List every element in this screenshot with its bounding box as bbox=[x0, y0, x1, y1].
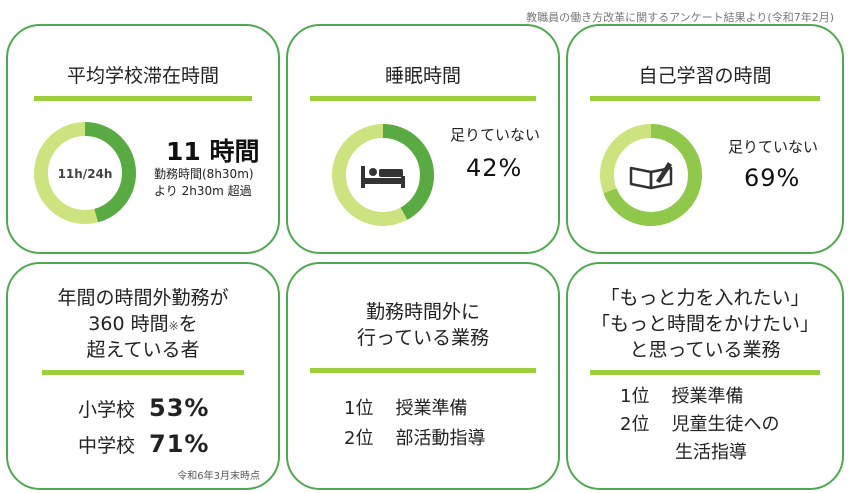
card-title-line2: 「もっと時間をかけたい」 bbox=[590, 313, 819, 335]
elementary-label: 小学校 bbox=[78, 399, 136, 421]
card-sleep-time: 睡眠時間 足りていない 42% bbox=[286, 24, 560, 254]
rank-number: 2位 bbox=[344, 428, 374, 449]
card-school-stay-time: 平均学校滞在時間 11h/24h 11 時間 勤務時間(8h30m) より 2h… bbox=[6, 24, 280, 254]
card-desired-work: 「もっと力を入れたい」 「もっと時間をかけたい」 と思っている業務 1位 授業準備… bbox=[566, 262, 844, 490]
card-title: 平均学校滞在時間 bbox=[66, 65, 219, 87]
donut-filled-arc bbox=[600, 124, 702, 226]
stay-detail-line1: 勤務時間(8h30m) bbox=[154, 167, 254, 181]
card-title-line2: 行っている業務 bbox=[356, 327, 490, 349]
stay-detail-line2: より 2h30m 超過 bbox=[154, 184, 252, 198]
elementary-row: 小学校 53% bbox=[78, 394, 209, 422]
sleep-label: 足りていない bbox=[450, 126, 541, 144]
self-study-label: 足りていない bbox=[728, 138, 819, 156]
donut-school-time: 11h/24h bbox=[34, 122, 136, 224]
donut-sleep bbox=[332, 124, 434, 226]
rank-number: 1位 bbox=[620, 386, 650, 407]
title-underline bbox=[590, 370, 820, 375]
junior-high-label: 中学校 bbox=[78, 435, 136, 457]
ranking-item-1: 1位 授業準備 bbox=[620, 384, 743, 409]
title-underline bbox=[310, 368, 536, 373]
rank-text: 授業準備 bbox=[671, 386, 744, 407]
card-title-line2: 360 時間※を bbox=[8, 312, 278, 337]
card-title-line3: と思っている業務 bbox=[629, 339, 781, 361]
donut-self-study bbox=[600, 124, 702, 226]
donut-filled-arc bbox=[332, 124, 434, 226]
self-study-value: 69% bbox=[744, 164, 801, 192]
overtime-hours: 360 時間 bbox=[88, 313, 169, 335]
source-note: 教職員の働き方改革に関するアンケート結果より(令和7年2月) bbox=[526, 11, 834, 24]
footnote: 令和6年3月末時点 bbox=[177, 471, 260, 482]
card-after-hours-work: 勤務時間外に 行っている業務 1位 授業準備 2位 部活動指導 bbox=[286, 262, 560, 490]
bed-icon bbox=[361, 166, 405, 188]
sleep-value: 42% bbox=[466, 154, 523, 182]
rank-number: 2位 bbox=[620, 414, 650, 435]
junior-high-value: 71% bbox=[149, 430, 210, 458]
card-self-study-time: 自己学習の時間 足りていない 69% bbox=[566, 24, 844, 254]
ranking-item-2: 2位 児童生徒への bbox=[620, 412, 779, 437]
card-title-line3: 超えている者 bbox=[86, 339, 200, 361]
rank-text: 授業準備 bbox=[395, 398, 468, 419]
title-underline bbox=[34, 96, 252, 101]
title-underline bbox=[42, 370, 244, 375]
note-mark: ※ bbox=[168, 319, 179, 333]
elementary-value: 53% bbox=[149, 394, 210, 422]
ranking-item-2: 2位 部活動指導 bbox=[344, 426, 485, 451]
title-underline bbox=[590, 96, 820, 101]
book-pen-icon bbox=[629, 162, 673, 190]
rank-text: 児童生徒への bbox=[671, 414, 780, 435]
rank-number: 1位 bbox=[344, 398, 374, 419]
card-title-line1: 「もっと力を入れたい」 bbox=[600, 287, 810, 309]
card-overtime-360: 年間の時間外勤務が 360 時間※を 超えている者 小学校 53% 中学校 71% … bbox=[6, 262, 280, 490]
card-title-line1: 年間の時間外勤務が bbox=[57, 287, 229, 309]
card-title-line1: 勤務時間外に bbox=[365, 301, 480, 323]
ranking-item-2-continued: 生活指導 bbox=[675, 442, 747, 463]
junior-high-row: 中学校 71% bbox=[78, 430, 209, 458]
donut-filled-arc bbox=[34, 122, 136, 224]
ranking-item-1: 1位 授業準備 bbox=[344, 396, 467, 421]
card-title: 自己学習の時間 bbox=[638, 65, 772, 87]
card-title: 睡眠時間 bbox=[384, 65, 461, 87]
stay-hours: 11 時間 bbox=[166, 137, 260, 166]
donut-center-label: 11h/24h bbox=[58, 167, 113, 181]
rank-text: 部活動指導 bbox=[395, 428, 486, 449]
title-underline bbox=[310, 96, 536, 101]
title-particle: を bbox=[178, 313, 198, 335]
